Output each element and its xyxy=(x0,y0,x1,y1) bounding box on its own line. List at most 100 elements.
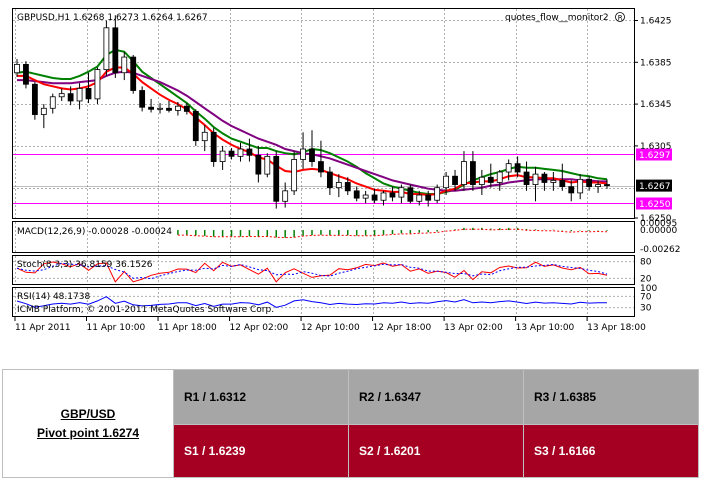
stoch-label: Stoch(8,3,3) 36.8159 36.1526 xyxy=(17,260,153,270)
candle-body xyxy=(487,176,494,183)
support-1: S1 / 1.6239 xyxy=(173,424,349,478)
info-icon[interactable]: R xyxy=(615,12,625,23)
candle-body xyxy=(568,186,575,194)
candle-body xyxy=(237,148,244,157)
candle-body xyxy=(550,179,557,183)
candle-body xyxy=(541,173,548,183)
candle-body xyxy=(31,83,38,115)
candle-body xyxy=(344,182,351,192)
support-3: S3 / 1.6166 xyxy=(523,424,699,478)
macd-tick-label: 0.00000 xyxy=(640,226,677,236)
candle-body xyxy=(228,150,235,157)
candle-body xyxy=(362,194,369,199)
candle-body xyxy=(461,161,467,185)
candle-body xyxy=(335,182,342,189)
x-tick-label: 13 Apr 18:00 xyxy=(587,323,646,333)
indicator-label: quotes_flow__monitor2 xyxy=(505,13,609,23)
stoch-tick-label: 20 xyxy=(640,274,652,284)
macd-label: MACD(12,26,9) -0.00028 -0.00024 xyxy=(17,227,172,237)
rsi-line xyxy=(16,296,607,308)
candle-body xyxy=(85,88,92,100)
level-price-box xyxy=(636,197,672,210)
y-tick-label: 1.6305 xyxy=(640,142,672,152)
candle-body xyxy=(264,155,271,175)
svg-text:R: R xyxy=(618,14,623,22)
candle-body xyxy=(94,69,101,100)
candle-body xyxy=(49,96,56,109)
candle-body xyxy=(175,105,181,111)
svg-text:1.6267: 1.6267 xyxy=(639,182,671,192)
x-tick-label: 12 Apr 18:00 xyxy=(373,323,432,333)
candle-body xyxy=(273,155,280,202)
rsi-tick-label: 100 xyxy=(640,284,657,294)
x-tick-label: 12 Apr 02:00 xyxy=(230,323,289,333)
candle-body xyxy=(398,187,405,198)
candle-body xyxy=(183,105,190,112)
candle-body xyxy=(380,192,387,201)
candle-body xyxy=(353,190,360,199)
x-tick-label: 13 Apr 02:00 xyxy=(444,323,503,333)
candle-body xyxy=(103,27,110,71)
forex-chart: 1.6297 1.6250 1.6425 1.6385 1.6345 1.6305 1.6… xyxy=(12,8,681,333)
candle-body xyxy=(291,159,298,192)
y-tick-label: 1.6385 xyxy=(640,58,672,68)
candle-body xyxy=(326,171,333,189)
candle-body xyxy=(121,56,128,74)
candle-body xyxy=(166,107,172,111)
level-price-label: 1.6297 xyxy=(639,151,671,161)
pivot-table: GBP/USD Pivot point 1.6274 R1 / 1.6312 R… xyxy=(2,369,699,478)
candle-body xyxy=(309,148,315,162)
stoch-main-line xyxy=(16,261,608,283)
candle-body xyxy=(389,192,396,198)
candle-body xyxy=(425,194,432,201)
candle-body xyxy=(371,194,378,201)
current-price-marker: 1.6267 xyxy=(636,179,672,192)
candle-body xyxy=(23,63,29,85)
rsi-panel xyxy=(12,287,635,317)
candle-body xyxy=(523,171,530,185)
candle-body xyxy=(255,154,262,175)
rsi-tick-label: 30 xyxy=(640,304,652,314)
macd-tick-label: -0.00262 xyxy=(640,245,680,255)
candle-body xyxy=(219,150,226,162)
candle-body xyxy=(130,56,137,91)
stoch-tick-label: 80 xyxy=(640,258,652,268)
x-tick-label: 11 Apr 2011 xyxy=(15,323,71,333)
candle-body xyxy=(478,176,485,185)
resistance-2: R2 / 1.6347 xyxy=(348,369,524,425)
resistance-1: R1 / 1.6312 xyxy=(173,369,349,425)
candle-body xyxy=(559,179,566,188)
candle-body xyxy=(157,107,163,110)
rsi-tick-label: 70 xyxy=(640,292,652,302)
rsi-label: RSI(14) 48.1738 xyxy=(17,292,90,302)
chart-title: GBPUSD,H1 1.6268 1.6273 1.6264 1.6267 xyxy=(17,13,208,23)
currency-pair: GBP/USD xyxy=(60,406,116,421)
candle-body xyxy=(595,184,601,188)
candle-body xyxy=(300,148,306,160)
candle-body xyxy=(505,163,512,173)
candle-body xyxy=(40,107,47,115)
candle-body xyxy=(514,163,521,173)
candle-body xyxy=(192,111,199,142)
x-tick-label: 13 Apr 10:00 xyxy=(516,323,575,333)
candle-body xyxy=(416,194,423,202)
x-tick-label: 11 Apr 10:00 xyxy=(87,323,146,333)
candle-body xyxy=(148,106,154,110)
x-tick-label: 12 Apr 10:00 xyxy=(301,323,360,333)
support-2: S2 / 1.6201 xyxy=(348,424,524,478)
candle-body xyxy=(586,178,593,188)
candle-body xyxy=(434,187,441,201)
pivot-point: Pivot point 1.6274 xyxy=(36,425,140,440)
candle-body xyxy=(58,93,65,98)
y-tick-label: 1.6250 xyxy=(640,214,672,224)
candle-body xyxy=(604,184,610,187)
stoch-signal-line xyxy=(16,262,608,280)
candle-body xyxy=(246,148,253,156)
candle-body xyxy=(496,171,503,183)
candle-body xyxy=(210,131,217,162)
candle-body xyxy=(407,187,414,202)
candle-body xyxy=(282,190,289,202)
y-tick-label: 1.6345 xyxy=(640,100,672,110)
x-tick-label: 11 Apr 18:00 xyxy=(158,323,217,333)
candle-body xyxy=(201,131,208,142)
